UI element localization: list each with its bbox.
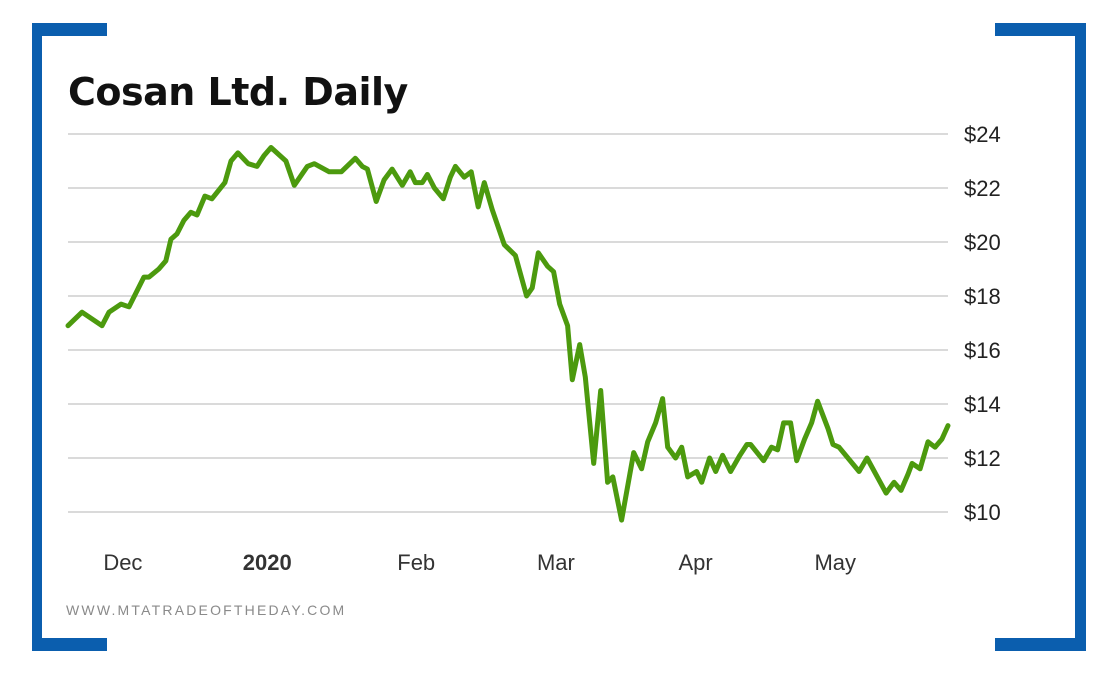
y-tick-label: $24 xyxy=(964,122,1001,147)
y-tick-label: $22 xyxy=(964,176,1001,201)
y-tick-label: $14 xyxy=(964,392,1001,417)
x-tick-label: Feb xyxy=(397,550,435,575)
y-tick-label: $16 xyxy=(964,338,1001,363)
series-lines xyxy=(65,145,951,523)
x-tick-label: 2020 xyxy=(243,550,292,575)
x-tick-label: Mar xyxy=(537,550,575,575)
gridlines xyxy=(68,133,948,513)
y-tick-label: $20 xyxy=(964,230,1001,255)
price-line xyxy=(65,145,951,523)
y-tick-label: $10 xyxy=(964,500,1001,525)
bracket-left-top xyxy=(32,23,107,36)
x-tick-label: May xyxy=(814,550,856,575)
chart-title: Cosan Ltd. Daily xyxy=(68,70,408,114)
bracket-right-bottom xyxy=(995,638,1086,651)
bracket-right-vertical xyxy=(1075,23,1086,651)
x-tick-label: Dec xyxy=(103,550,142,575)
y-axis-labels: $10 $12 $14 $16 $18 $20 $22 $24 xyxy=(964,122,1001,525)
bracket-left-bottom xyxy=(32,638,107,651)
watermark: WWW.MTATRADEOFTHEDAY.COM xyxy=(66,602,347,618)
x-axis-labels: Dec 2020 Feb Mar Apr May xyxy=(103,550,856,575)
y-tick-label: $18 xyxy=(964,284,1001,309)
bracket-left-vertical xyxy=(32,23,42,651)
y-tick-label: $12 xyxy=(964,446,1001,471)
bracket-right-top xyxy=(995,23,1086,36)
x-tick-label: Apr xyxy=(678,550,712,575)
